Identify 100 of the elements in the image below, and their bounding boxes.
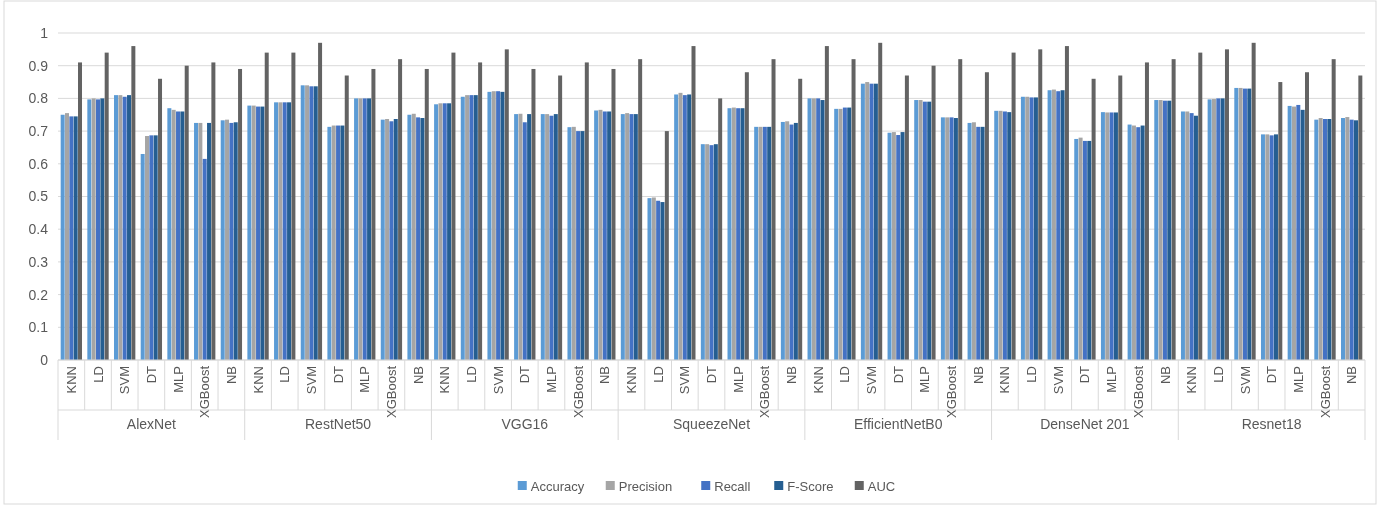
bar <box>411 113 416 360</box>
bar <box>153 135 158 360</box>
x-tick-label: LD <box>463 366 479 383</box>
bar <box>1064 46 1069 360</box>
bar <box>385 119 390 360</box>
bar <box>1234 87 1239 360</box>
bar <box>1211 99 1216 360</box>
bar <box>904 75 909 360</box>
bar <box>545 114 550 360</box>
bar <box>1078 137 1083 360</box>
bar <box>340 125 345 360</box>
bar <box>180 111 185 360</box>
bar <box>994 110 999 360</box>
bar <box>811 98 816 360</box>
bar <box>1331 59 1336 360</box>
legend-label: Precision <box>618 478 673 494</box>
bar <box>1287 105 1292 360</box>
x-tick-label: XGBoost <box>1130 365 1146 419</box>
bar <box>336 125 341 360</box>
bar <box>1247 88 1252 360</box>
bar <box>220 120 225 360</box>
text: Resnet18 <box>1241 416 1302 432</box>
bar <box>393 119 398 360</box>
bar <box>167 108 172 360</box>
bar <box>1291 106 1296 360</box>
bar <box>1265 134 1270 360</box>
bar <box>1314 119 1319 360</box>
bar <box>1100 112 1105 360</box>
bar <box>504 49 509 360</box>
bar <box>487 91 492 360</box>
bar <box>754 126 759 360</box>
bar <box>500 91 505 360</box>
bar <box>807 98 812 360</box>
bar <box>687 94 692 360</box>
bar <box>785 121 790 360</box>
y-tick-label: 0.7 <box>28 123 49 140</box>
bar <box>1060 90 1065 360</box>
x-tick-label: DT <box>1077 365 1093 384</box>
x-tick-label: SVM <box>1237 366 1253 395</box>
bar <box>949 117 954 360</box>
x-tick-label: MLP <box>1104 366 1120 393</box>
bar <box>682 95 687 360</box>
bar <box>838 108 843 360</box>
x-tick-label: NB <box>784 366 800 385</box>
bar <box>318 42 323 360</box>
bar <box>567 127 572 360</box>
x-tick-label: SVM <box>303 366 319 395</box>
x-tick-label: KNN <box>437 366 453 394</box>
bar <box>607 111 612 360</box>
bar <box>1087 140 1092 360</box>
bar <box>602 111 607 360</box>
bar <box>1025 96 1030 360</box>
y-tick-label: 0.8 <box>28 90 49 107</box>
bar <box>731 107 736 360</box>
bar <box>718 98 723 360</box>
bar <box>473 95 478 360</box>
bar <box>873 83 878 360</box>
bar <box>1327 119 1332 360</box>
bar <box>629 114 634 360</box>
bar <box>700 144 705 360</box>
bar <box>1109 112 1114 360</box>
x-tick-label: MLP <box>357 366 373 393</box>
bar <box>674 94 679 360</box>
x-tick-label: XGBoost <box>197 365 213 419</box>
bar <box>434 104 439 360</box>
bar <box>664 131 669 360</box>
bar <box>247 105 252 360</box>
bar <box>922 101 927 360</box>
bar <box>344 75 349 360</box>
bar <box>1251 42 1256 360</box>
bar <box>736 108 741 360</box>
bar <box>1238 87 1243 360</box>
bar <box>940 117 945 360</box>
bar <box>824 46 829 360</box>
x-tick-label: DT <box>704 365 720 384</box>
bar <box>300 85 305 360</box>
bar <box>114 95 118 360</box>
bar <box>1216 98 1221 360</box>
x-tick-label: KNN <box>63 366 79 394</box>
bar <box>740 108 745 360</box>
bar <box>842 107 847 360</box>
legend-label: Recall <box>714 478 751 494</box>
bar <box>847 107 852 360</box>
bar <box>465 95 470 360</box>
bar <box>256 106 261 360</box>
bar <box>798 78 803 360</box>
x-tick-label: LD <box>650 366 666 383</box>
bar <box>87 99 92 360</box>
bar <box>442 103 447 360</box>
bar <box>518 113 523 360</box>
bar <box>158 78 163 360</box>
bar <box>309 86 314 360</box>
bar <box>331 125 336 360</box>
bar <box>927 101 932 360</box>
x-tick-label: SVM <box>1050 366 1066 395</box>
bar <box>633 114 638 360</box>
bar <box>305 85 310 360</box>
bar <box>620 114 625 360</box>
bar <box>945 117 950 360</box>
bar <box>184 65 189 360</box>
